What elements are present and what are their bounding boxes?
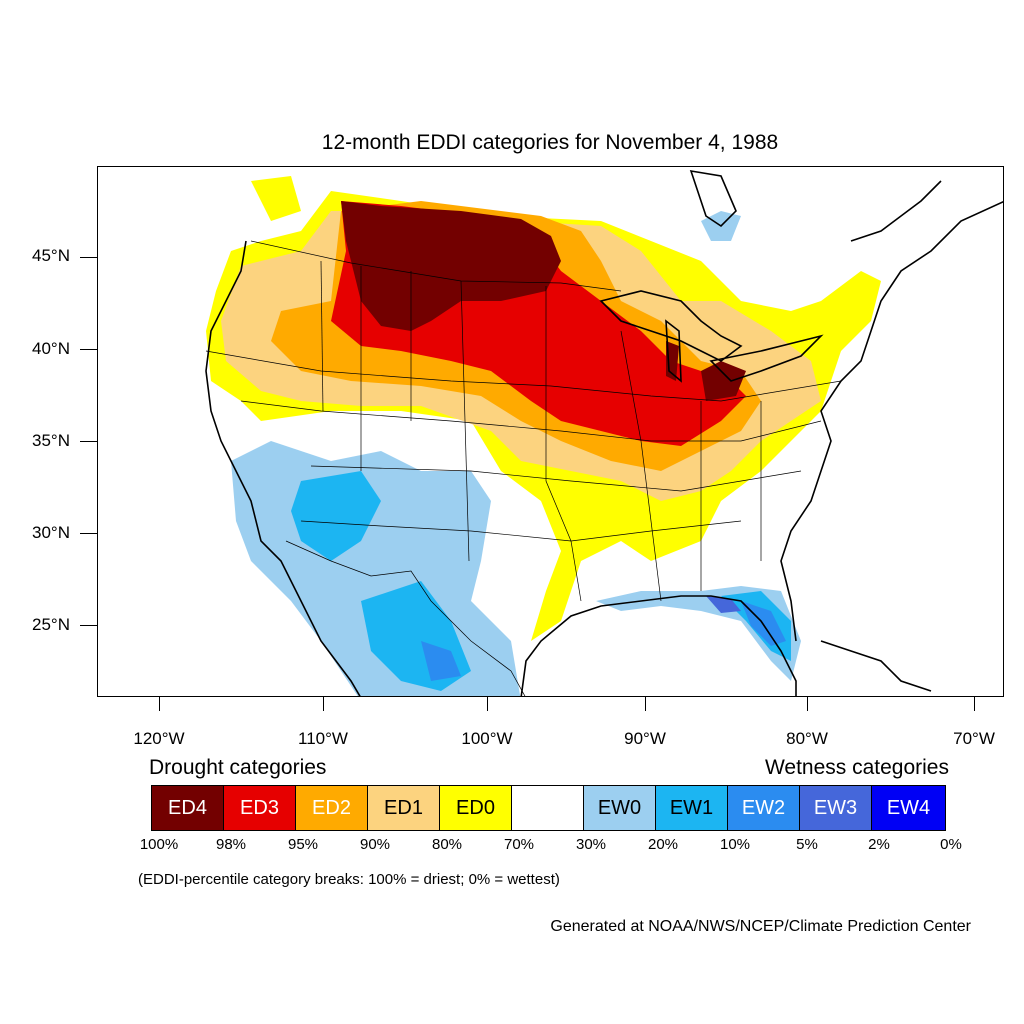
drought-heading: Drought categories — [149, 756, 327, 779]
legend-box-ew3: EW3 — [800, 786, 872, 830]
eddi-shading — [206, 176, 881, 696]
legend-box-neutral — [512, 786, 584, 830]
map-title: 12-month EDDI categories for November 4,… — [321, 131, 779, 154]
lon-tick — [487, 697, 488, 711]
break-label: 2% — [868, 836, 890, 853]
legend-box-ew4: EW4 — [872, 786, 945, 830]
lat-tick — [80, 257, 97, 258]
break-label: 0% — [940, 836, 962, 853]
break-label: 5% — [796, 836, 818, 853]
break-label: 95% — [287, 836, 319, 853]
legend-box-ew0: EW0 — [584, 786, 656, 830]
category-break-note: (EDDI-percentile category breaks: 100% =… — [138, 871, 560, 888]
wetness-heading: Wetness categories — [764, 756, 949, 779]
break-label: 90% — [359, 836, 391, 853]
legend-box-ed3: ED3 — [224, 786, 296, 830]
lat-label-40: 40°N — [32, 339, 70, 358]
lon-tick — [807, 697, 808, 711]
map-canvas — [205, 169, 1003, 696]
legend-box-ed2: ED2 — [296, 786, 368, 830]
lon-tick — [974, 697, 975, 711]
break-label: 10% — [719, 836, 751, 853]
break-label: 100% — [139, 836, 179, 853]
lon-tick — [323, 697, 324, 711]
lon-label-120w: 120°W — [133, 729, 185, 748]
lat-label-35: 35°N — [32, 431, 70, 450]
lat-tick — [80, 349, 97, 350]
lon-tick — [645, 697, 646, 711]
lon-label-80w: 80°W — [786, 729, 828, 748]
lat-tick — [80, 441, 97, 442]
legend-color-bar: ED4 ED3 ED2 ED1 ED0 EW0 EW1 EW2 EW3 EW4 — [151, 785, 946, 831]
break-label: 70% — [503, 836, 535, 853]
credit-line: Generated at NOAA/NWS/NCEP/Climate Predi… — [550, 918, 971, 935]
lat-label-25: 25°N — [32, 615, 70, 634]
eddi-map — [97, 166, 1004, 697]
lon-tick — [159, 697, 160, 711]
lon-label-90w: 90°W — [624, 729, 666, 748]
lat-tick — [80, 533, 97, 534]
lon-label-110w: 110°W — [298, 729, 348, 748]
lat-label-45: 45°N — [32, 246, 70, 265]
state-borders — [205, 240, 842, 696]
legend-box-ed4: ED4 — [152, 786, 224, 830]
break-label: 80% — [431, 836, 463, 853]
lon-label-70w: 70°W — [953, 729, 995, 748]
legend-box-ew2: EW2 — [728, 786, 800, 830]
lon-label-100w: 100°W — [461, 729, 513, 748]
coastline-and-borders — [205, 169, 1003, 696]
lat-tick — [80, 625, 97, 626]
legend-box-ew1: EW1 — [656, 786, 728, 830]
legend-box-ed1: ED1 — [368, 786, 440, 830]
break-label: 30% — [575, 836, 607, 853]
break-label: 98% — [215, 836, 247, 853]
lat-label-30: 30°N — [32, 523, 70, 542]
legend-box-ed0: ED0 — [440, 786, 512, 830]
break-label: 20% — [647, 836, 679, 853]
